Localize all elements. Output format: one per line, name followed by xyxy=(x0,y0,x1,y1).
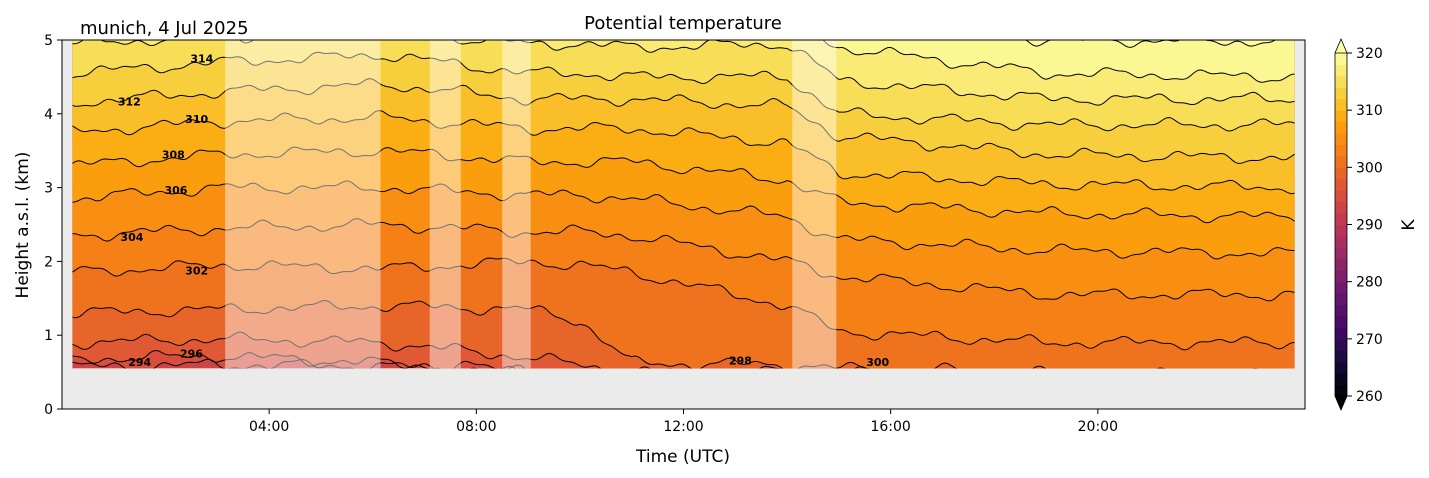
colorbar-tick-label: 260 xyxy=(1356,389,1383,405)
y-tick-label: 0 xyxy=(44,402,53,418)
contour-line xyxy=(72,257,1295,351)
colorbar-extend-max xyxy=(1334,37,1348,54)
colorbar-tick-label: 310 xyxy=(1356,103,1383,119)
contour-labels: 314 312 310 308 306 304 302 296 294 298 300 xyxy=(118,52,890,368)
colorbar-segment xyxy=(1335,144,1347,157)
colorbar-segment xyxy=(1335,258,1347,271)
contour-line xyxy=(72,300,1258,369)
x-tick-label: 16:00 xyxy=(870,419,910,435)
colorbar-segment xyxy=(1335,304,1347,317)
contour-line xyxy=(72,349,516,369)
x-tick-label: 08:00 xyxy=(456,419,496,435)
contour-line xyxy=(72,331,868,369)
colorbar-segment xyxy=(1335,110,1347,123)
colorbar-tick-label: 280 xyxy=(1356,275,1383,291)
masked-region xyxy=(502,40,531,369)
colorbar: 260 270 280 290 300 310 320 xyxy=(1334,37,1383,412)
colorbar-segment xyxy=(1335,315,1347,328)
contour-line xyxy=(822,40,1295,83)
masked-region xyxy=(792,40,837,369)
colorbar-segment xyxy=(1335,224,1347,237)
colorbar-segment xyxy=(1335,155,1347,168)
masked-region xyxy=(429,40,461,369)
colorbar-segment xyxy=(1335,75,1347,88)
colorbar-segment xyxy=(1335,247,1347,260)
x-tick-label: 20:00 xyxy=(1078,419,1118,435)
colorbar-segment xyxy=(1335,293,1347,306)
colorbar-segment xyxy=(1335,361,1347,374)
contour-band xyxy=(823,40,1295,83)
colorbar-segment xyxy=(1335,201,1347,214)
colorbar-segment xyxy=(1335,327,1347,340)
colorbar-segment xyxy=(1335,384,1347,397)
chart-subtitle: munich, 4 Jul 2025 xyxy=(80,18,249,39)
y-axis-label: Height a.s.l. (km) xyxy=(13,152,33,299)
x-tick-label: 04:00 xyxy=(249,419,289,435)
colorbar-segment xyxy=(1335,213,1347,225)
y-tick-label: 3 xyxy=(44,181,53,197)
contour-line xyxy=(72,218,1295,302)
contour-label: 296 xyxy=(180,348,203,361)
contour-label: 300 xyxy=(866,356,889,369)
contour-label: 298 xyxy=(729,354,752,367)
colorbar-tick-label: 270 xyxy=(1356,332,1383,348)
colorbar-segment xyxy=(1335,53,1347,65)
x-tick-label: 12:00 xyxy=(663,419,703,435)
contour-line xyxy=(72,180,1295,260)
y-tick-label: 5 xyxy=(44,33,53,49)
contour-label: 306 xyxy=(164,184,187,197)
colorbar-tick-label: 320 xyxy=(1356,46,1383,62)
colorbar-segment xyxy=(1335,87,1347,100)
colorbar-label: K xyxy=(1399,219,1419,231)
contour-lines xyxy=(72,40,1295,369)
y-tick-label: 1 xyxy=(44,328,53,344)
colorbar-segment xyxy=(1335,121,1347,134)
colorbar-segment xyxy=(1335,133,1347,145)
colorbar-segment xyxy=(1335,350,1347,363)
colorbar-segment xyxy=(1335,235,1347,248)
axes-ticks: 04:00 08:00 12:00 16:00 20:00 0 1 2 3 4 5 xyxy=(44,33,1118,435)
colorbar-segment xyxy=(1335,167,1347,180)
contour-line xyxy=(72,78,1295,164)
contour-line xyxy=(72,51,1295,132)
chart-title: Potential temperature xyxy=(584,13,782,34)
x-axis-label: Time (UTC) xyxy=(635,447,730,467)
colorbar-segment xyxy=(1335,98,1347,111)
colorbar-tick-label: 290 xyxy=(1356,218,1383,234)
contour-label: 302 xyxy=(185,264,208,277)
colorbar-segment xyxy=(1335,270,1347,283)
colorbar-tick-label: 300 xyxy=(1356,160,1383,176)
contour-label: 314 xyxy=(190,52,213,65)
colorbar-segment xyxy=(1335,190,1347,203)
colorbar-segment xyxy=(1335,281,1347,294)
colorbar-extend-min xyxy=(1334,395,1348,412)
colorbar-segment xyxy=(1335,178,1347,191)
colorbar-segment xyxy=(1335,338,1347,351)
colorbar-segment xyxy=(1335,64,1347,77)
masked-regions xyxy=(225,40,837,369)
y-tick-label: 2 xyxy=(44,254,53,270)
contour-line xyxy=(72,358,526,369)
contour-label: 312 xyxy=(118,95,141,108)
contour-line xyxy=(72,40,1295,106)
contour-label: 308 xyxy=(162,148,185,161)
contour-line xyxy=(72,110,1295,195)
y-tick-label: 4 xyxy=(44,107,53,123)
contour-label: 294 xyxy=(128,356,151,369)
contour-label: 310 xyxy=(185,113,208,126)
masked-region xyxy=(225,40,381,369)
colorbar-segment xyxy=(1335,373,1347,386)
contour-label: 304 xyxy=(120,231,143,244)
contour-line xyxy=(72,146,1295,224)
